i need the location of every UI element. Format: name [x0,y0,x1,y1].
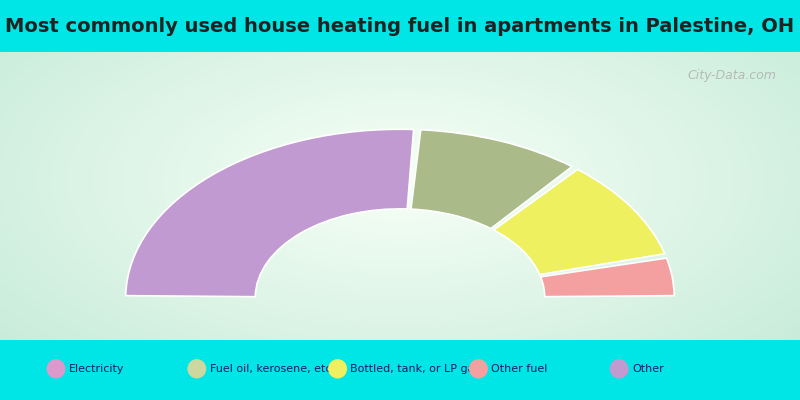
Wedge shape [494,169,665,275]
Text: Fuel oil, kerosene, etc.: Fuel oil, kerosene, etc. [210,364,334,374]
Text: City-Data.com: City-Data.com [687,69,776,82]
Text: Bottled, tank, or LP gas: Bottled, tank, or LP gas [350,364,481,374]
Ellipse shape [188,360,206,378]
Wedge shape [126,129,414,297]
Text: Most commonly used house heating fuel in apartments in Palestine, OH: Most commonly used house heating fuel in… [6,16,794,36]
Ellipse shape [610,360,628,378]
Ellipse shape [329,360,346,378]
Ellipse shape [47,360,65,378]
Text: Other: Other [632,364,664,374]
Ellipse shape [470,360,487,378]
Text: Electricity: Electricity [69,364,124,374]
Text: Other fuel: Other fuel [491,364,547,374]
Wedge shape [411,130,572,228]
Wedge shape [541,258,674,297]
